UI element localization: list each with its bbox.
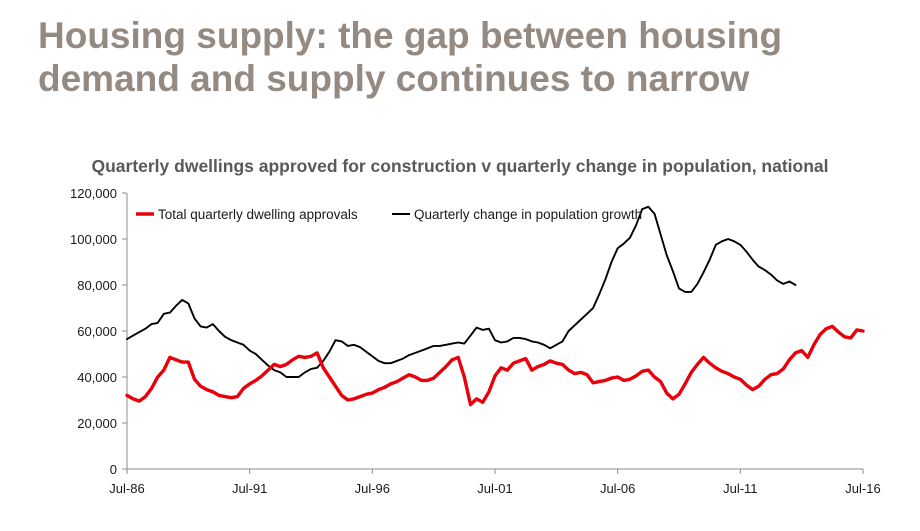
y-tick-label: 20,000 (77, 416, 117, 431)
x-tick-label: Jul-01 (477, 481, 512, 496)
x-tick-label: Jul-86 (109, 481, 144, 496)
legend-item-dwelling-approvals: Total quarterly dwelling approvals (136, 207, 358, 222)
chart-series (125, 205, 865, 407)
y-tick-label: 60,000 (77, 324, 117, 339)
series-line-dwelling-approvals (125, 324, 865, 407)
chart-axes: 0 20,000 40,000 60,000 80,000 100,000 120,000 J… (70, 186, 881, 496)
legend-label: Quarterly change in population growth (414, 207, 642, 222)
x-tick-label: Jul-11 (723, 481, 757, 496)
slide-title: Housing supply: the gap between housing … (38, 14, 898, 100)
y-tick-label: 80,000 (77, 278, 117, 293)
x-tick-label: Jul-16 (845, 481, 880, 496)
slide-title-line-2: demand and supply continues to narrow (38, 58, 750, 99)
x-tick-label: Jul-96 (355, 481, 390, 496)
x-tick-label: Jul-91 (232, 481, 267, 496)
chart-title: Quarterly dwellings approved for constru… (91, 156, 829, 176)
chart-legend: Total quarterly dwelling approvals Quarte… (136, 207, 642, 222)
y-tick-label: 0 (110, 462, 117, 477)
y-tick-label: 40,000 (77, 370, 117, 385)
legend-item-population-change: Quarterly change in population growth (392, 207, 642, 222)
slide-title-line-1: Housing supply: the gap between housing (38, 15, 783, 56)
y-tick-label: 100,000 (70, 232, 117, 247)
y-tick-label: 120,000 (70, 186, 117, 201)
x-tick-label: Jul-06 (600, 481, 635, 496)
series-line-population-change (126, 205, 797, 378)
legend-label: Total quarterly dwelling approvals (158, 207, 358, 222)
